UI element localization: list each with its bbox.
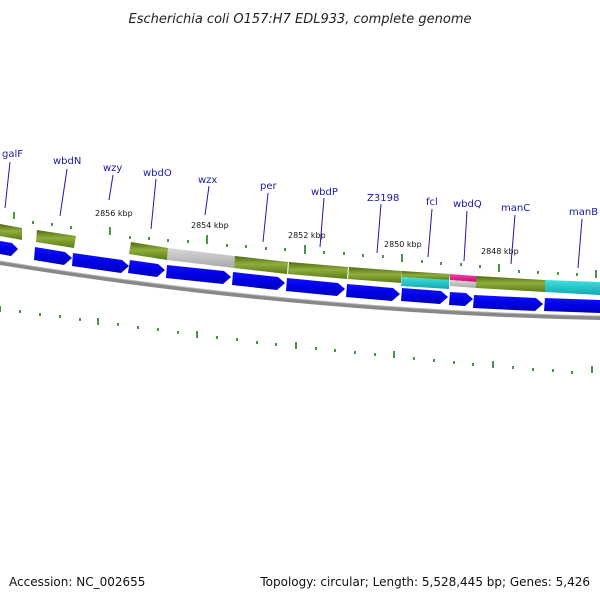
gene-label-wzy: wzy	[103, 163, 122, 174]
cds-arrow[interactable]	[0, 241, 18, 256]
gene-fcl[interactable]: fcl	[426, 197, 438, 258]
olive-feature	[288, 262, 348, 279]
scale-label-2854: 2854 kbp	[191, 221, 229, 230]
genome-info-text: Topology: circular; Length: 5,528,445 bp…	[259, 575, 590, 589]
cds-arrow[interactable]	[449, 292, 473, 306]
gene-Z3198[interactable]: Z3198	[367, 193, 399, 254]
backbone-ring	[0, 261, 600, 320]
feature-track	[0, 224, 600, 295]
gene-wbdQ[interactable]: wbdQ	[453, 199, 482, 262]
cyan-feature	[401, 277, 449, 289]
map-title: Escherichia coli O157:H7 EDL933, complet…	[129, 12, 472, 27]
cds-arrow[interactable]	[544, 298, 600, 313]
olive-feature	[129, 242, 168, 260]
gene-label-per: per	[260, 181, 278, 192]
cds-arrow[interactable]	[72, 253, 129, 273]
magenta-feature	[450, 274, 476, 282]
gene-manB[interactable]: manB	[569, 207, 598, 269]
upper-ticks	[13, 212, 597, 278]
gene-label-fcl: fcl	[426, 197, 438, 208]
gene-galF[interactable]: galF	[2, 149, 23, 209]
gene-label-wbdP: wbdP	[311, 187, 338, 198]
scale-labels: 2856 kbp 2854 kbp 2852 kbp 2850 kbp 2848…	[95, 209, 519, 256]
gene-label-wbdN: wbdN	[53, 156, 81, 167]
gene-label-Z3198: Z3198	[367, 193, 399, 204]
olive-feature	[234, 256, 288, 274]
gray-feature	[167, 248, 235, 268]
olive-feature	[476, 276, 545, 292]
cds-arrow[interactable]	[286, 278, 345, 296]
gene-wbdO[interactable]: wbdO	[143, 168, 172, 230]
olive-feature	[0, 224, 22, 240]
gene-label-galF: galF	[2, 149, 23, 160]
olive-feature	[402, 271, 450, 280]
gray-feature	[450, 280, 476, 288]
lower-ticks	[0, 306, 593, 374]
gene-manC[interactable]: manC	[501, 203, 530, 265]
scale-label-2852: 2852 kbp	[288, 231, 326, 240]
gene-labels: galF wbdN wzy wbdO wzx per wbdP Z3198	[2, 149, 598, 269]
gene-label-wzx: wzx	[198, 175, 217, 186]
gene-wbdP[interactable]: wbdP	[311, 187, 338, 248]
olive-feature	[348, 267, 402, 283]
cds-arrow[interactable]	[128, 260, 165, 277]
cds-arrow[interactable]	[166, 265, 231, 284]
gene-label-wbdO: wbdO	[143, 168, 172, 179]
gene-label-wbdQ: wbdQ	[453, 199, 482, 210]
olive-feature	[36, 230, 76, 248]
cds-arrow[interactable]	[346, 284, 400, 301]
cyan-feature	[545, 280, 600, 295]
gene-wzx[interactable]: wzx	[198, 175, 217, 216]
gene-per[interactable]: per	[260, 181, 278, 243]
cds-arrow[interactable]	[232, 272, 285, 290]
scale-label-2848: 2848 kbp	[481, 247, 519, 256]
backbone-highlight	[0, 260, 600, 317]
gene-wzy[interactable]: wzy	[103, 163, 122, 201]
gene-label-manC: manC	[501, 203, 530, 214]
cds-arrow[interactable]	[473, 295, 543, 311]
gene-label-manB: manB	[569, 207, 598, 218]
gene-wbdN[interactable]: wbdN	[53, 156, 81, 217]
cds-track	[0, 241, 600, 313]
scale-label-2856: 2856 kbp	[95, 209, 133, 218]
scale-label-2850: 2850 kbp	[384, 240, 422, 249]
cds-arrow[interactable]	[401, 288, 448, 304]
accession-text: Accession: NC_002655	[9, 575, 145, 589]
cds-arrow[interactable]	[34, 247, 72, 265]
